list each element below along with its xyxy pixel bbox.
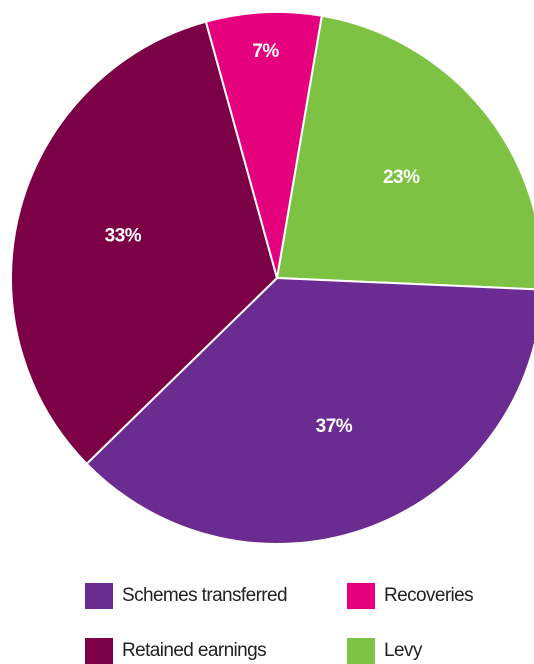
- legend-label: Retained earnings: [122, 640, 266, 661]
- legend-swatch: [85, 583, 113, 609]
- legend-swatch: [347, 583, 375, 609]
- pie-slice: [85, 276, 534, 545]
- legend-swatch: [85, 638, 113, 664]
- slice-label: 23%: [383, 167, 420, 188]
- pie-slice: [275, 14, 534, 291]
- legend-label: Recoveries: [384, 585, 473, 606]
- legend-label: Levy: [384, 640, 423, 661]
- legend-label: Schemes transferred: [122, 585, 287, 606]
- pie-slice: [10, 20, 279, 466]
- slice-label: 37%: [316, 416, 353, 437]
- pie-slice: [204, 11, 323, 279]
- slice-label: 7%: [252, 41, 279, 62]
- legend-swatch: [347, 638, 375, 664]
- slice-label: 33%: [105, 225, 142, 246]
